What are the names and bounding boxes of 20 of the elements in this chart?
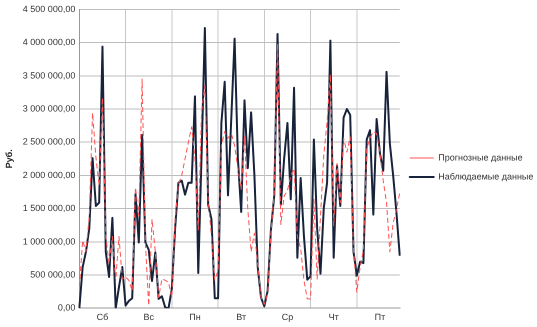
x-tick-label: Пт bbox=[374, 312, 386, 322]
y-tick-label: 1 500 000,00 bbox=[22, 203, 76, 214]
x-tick-label: Пн bbox=[189, 312, 201, 322]
y-tick-label: 1 000 000,00 bbox=[22, 236, 76, 246]
x-tick-label: Сб bbox=[96, 312, 108, 322]
x-tick-label: Вс bbox=[143, 312, 154, 322]
y-tick-label: 500 000,00 bbox=[30, 269, 76, 280]
legend-label: Прогнозные данные bbox=[438, 152, 523, 162]
y-tick-label: 4 500 000,00 bbox=[22, 4, 76, 14]
x-tick-label: Вт bbox=[236, 312, 246, 322]
y-tick-label: 2 500 000,00 bbox=[22, 136, 76, 147]
y-tick-label: 3 500 000,00 bbox=[22, 70, 76, 80]
x-tick-label: Чт bbox=[328, 312, 339, 322]
y-tick-label: 0,00 bbox=[58, 302, 76, 313]
y-tick-label: 3 000 000,00 bbox=[22, 103, 76, 114]
y-tick-label: 4 000 000,00 bbox=[22, 37, 76, 48]
legend-label: Наблюдаемые данные bbox=[438, 171, 534, 182]
y-tick-label: 2 000 000,00 bbox=[22, 170, 76, 180]
y-axis-title: Руб. bbox=[4, 149, 14, 168]
x-tick-label: Ср bbox=[282, 312, 294, 322]
